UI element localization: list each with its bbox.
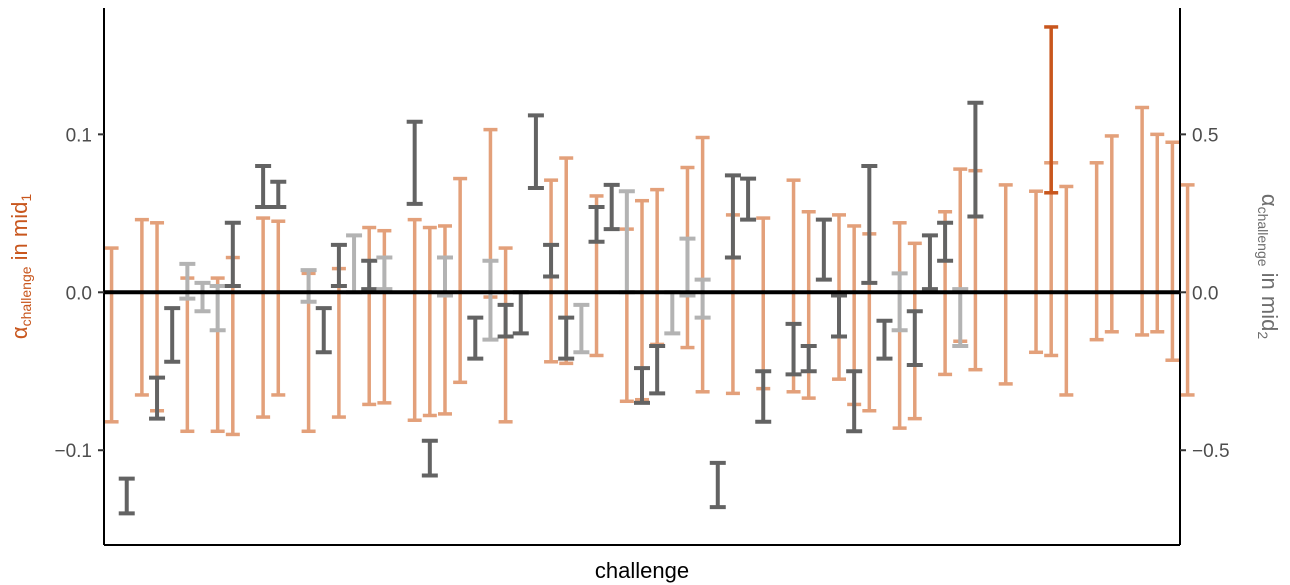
- mid2-errorbar: [558, 315, 575, 361]
- mid2-errorbar: [588, 205, 605, 244]
- mid1-errorbar: [256, 216, 271, 419]
- mid1-errorbar: [180, 276, 195, 434]
- mid2-errorbar: [724, 173, 741, 260]
- right-y-tick-label: 0.0: [1192, 283, 1218, 304]
- left-y-tick-label: 0.1: [66, 125, 92, 146]
- mid1-errorbar: [271, 219, 286, 397]
- mid1-errorbar: [437, 224, 452, 416]
- mid2-errorbar: [755, 369, 772, 424]
- left-y-title-mid: in mid: [7, 202, 32, 267]
- right-y-title-base: α: [1257, 194, 1282, 207]
- mid2-errorbar: [346, 233, 363, 295]
- mid1-errorbar: [998, 183, 1013, 386]
- left-y-ticks: −0.1 0.0 0.1: [54, 125, 104, 462]
- mid1-errorbar: [695, 135, 710, 394]
- left-y-title-base: α: [7, 326, 32, 339]
- mid2-errorbar: [800, 343, 817, 374]
- mid2-errorbar: [649, 343, 666, 396]
- mid2-errorbar: [527, 113, 544, 191]
- right-y-title-sub2: 2: [1255, 331, 1271, 339]
- mid2-errorbar: [952, 287, 969, 348]
- mid2-errorbar: [634, 366, 650, 405]
- mid2-errorbar: [603, 182, 620, 232]
- mid2-errorbar: [937, 220, 954, 263]
- mid2-errorbar: [679, 236, 696, 298]
- mid2-errorbar: [300, 268, 317, 304]
- mid2-errorbar: [118, 476, 135, 516]
- mid2-errorbar: [224, 220, 241, 288]
- mid1-errorbar: [1089, 161, 1104, 342]
- mid1-errorbars: [104, 25, 1195, 437]
- mid1-errorbar: [1104, 134, 1119, 334]
- left-y-title-sub: challenge: [18, 266, 34, 326]
- mid2-errorbar: [846, 369, 863, 434]
- mid2-errorbar: [815, 217, 832, 282]
- left-y-tick-label: −0.1: [54, 441, 92, 462]
- mid1-errorbar: [407, 217, 422, 422]
- mid1-errorbar: [453, 176, 468, 385]
- mid2-errorbar: [270, 179, 287, 210]
- mid1-errorbar: [362, 225, 377, 407]
- left-y-tick-label: 0.0: [66, 283, 92, 304]
- mid2-errorbar: [694, 277, 711, 320]
- mid2-errorbar: [361, 258, 378, 292]
- mid2-errorbar: [436, 255, 453, 298]
- mid1-errorbar: [1135, 105, 1150, 337]
- mid2-errorbar: [315, 306, 332, 355]
- mid2-errorbar: [512, 290, 529, 336]
- mid2-errorbar: [482, 258, 499, 342]
- mid2-errorbar: [421, 438, 438, 478]
- mid2-errorbar: [785, 321, 802, 377]
- right-y-axis-title: αchallenge in mid2: [1255, 194, 1282, 339]
- mid2-errorbar: [740, 176, 757, 222]
- mid2-errorbar: [861, 163, 878, 285]
- mid2-errorbar: [497, 302, 514, 339]
- right-y-ticks: −0.5 0.0 0.5: [1180, 125, 1230, 462]
- mid1-errorbar-highlight: [1044, 25, 1059, 195]
- mid2-errorbars: [118, 100, 984, 516]
- mid2-errorbar: [967, 100, 984, 219]
- x-axis-title: challenge: [595, 558, 689, 583]
- left-y-title-sub2: 1: [18, 194, 34, 202]
- mid2-errorbar: [376, 255, 393, 292]
- mid2-errorbar: [406, 119, 423, 206]
- mid2-errorbar: [831, 293, 848, 339]
- right-y-title-sub: challenge: [1255, 207, 1271, 267]
- mid2-errorbar: [906, 309, 923, 367]
- mid2-errorbar: [709, 460, 726, 510]
- mid2-errorbar: [618, 189, 635, 295]
- mid2-errorbar: [164, 306, 181, 364]
- right-y-tick-label: −0.5: [1192, 441, 1230, 462]
- mid2-errorbar: [330, 242, 347, 288]
- mid2-errorbar: [194, 280, 211, 314]
- mid2-errorbar: [876, 318, 893, 361]
- mid1-errorbar: [756, 216, 771, 391]
- mid1-errorbar: [422, 225, 437, 418]
- mid1-errorbar: [1029, 189, 1044, 355]
- mid1-errorbar: [134, 217, 149, 397]
- mid2-errorbar: [149, 375, 166, 421]
- mid2-errorbar: [664, 290, 681, 336]
- mid2-errorbar: [543, 242, 560, 279]
- mid1-errorbar: [1165, 140, 1180, 362]
- mid1-errorbar: [104, 246, 119, 424]
- right-y-title-mid: in mid: [1257, 267, 1282, 332]
- mid1-errorbar: [1150, 132, 1165, 334]
- mid2-errorbar: [921, 233, 938, 292]
- mid1-errorbar: [1180, 183, 1195, 397]
- mid2-errorbar: [467, 315, 484, 361]
- left-y-axis-title: αchallenge in mid1: [7, 194, 34, 339]
- mid1-errorbar: [650, 187, 665, 347]
- mid2-errorbar: [573, 302, 590, 355]
- mid2-errorbar: [255, 163, 272, 210]
- right-y-tick-label: 0.5: [1192, 125, 1218, 146]
- mid2-errorbar: [891, 271, 908, 333]
